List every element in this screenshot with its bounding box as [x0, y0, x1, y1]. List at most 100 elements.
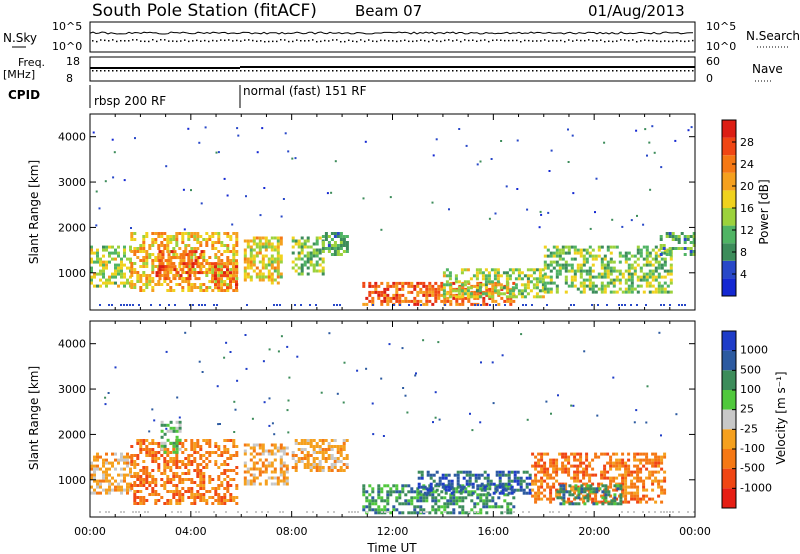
echo-cell: [580, 484, 584, 488]
echo-cell: [591, 263, 595, 267]
echo-cell: [499, 292, 503, 296]
echo-cell: [624, 281, 628, 285]
echo-cell: [585, 272, 589, 276]
echo-cell: [383, 484, 387, 488]
echo-cell: [126, 452, 129, 456]
echo-cell: [526, 274, 530, 278]
echo-cell: [160, 283, 164, 286]
echo-cell: [219, 423, 221, 425]
echo-cell: [645, 284, 649, 288]
echo-cell: [585, 269, 589, 273]
echo-cell: [618, 461, 622, 465]
echo-cell: [148, 451, 152, 454]
echo-cell: [659, 238, 663, 241]
echo-cell: [423, 485, 427, 489]
echo-cell: [232, 256, 236, 259]
echo-cell: [604, 496, 608, 500]
echo-cell: [291, 466, 295, 469]
echo-cell: [597, 485, 601, 489]
echo-cell: [90, 281, 93, 285]
y-tick-label: 4000: [58, 338, 86, 351]
echo-cell: [126, 464, 129, 468]
echo-cell: [268, 348, 271, 351]
echo-cell: [199, 481, 203, 484]
echo-cell: [303, 466, 307, 469]
echo-cell: [190, 235, 194, 238]
echo-cell: [163, 460, 167, 463]
echo-cell: [321, 266, 325, 270]
echo-cell: [208, 262, 212, 265]
echo-cell: [199, 493, 203, 496]
echo-cell: [541, 268, 545, 272]
echo-cell: [339, 244, 343, 247]
noise-tick-left-top: 10^5: [52, 20, 82, 33]
echo-cell: [318, 460, 322, 463]
echo-cell: [309, 442, 313, 445]
echo-cell: [690, 126, 693, 129]
echo-cell: [170, 256, 174, 260]
echo-cell: [633, 421, 636, 424]
echo-cell: [324, 238, 328, 241]
echo-cell: [445, 280, 449, 284]
echo-cell: [612, 245, 616, 249]
echo-cell: [372, 433, 375, 436]
echo-cell: [466, 280, 470, 284]
echo-cell: [151, 451, 155, 454]
echo-cell: [428, 293, 432, 297]
echo-cell: [126, 304, 128, 306]
echo-cell: [606, 488, 610, 492]
echo-cell: [178, 447, 182, 451]
echo-cell: [173, 250, 177, 254]
echo-cell: [136, 478, 140, 481]
echo-cell: [517, 271, 521, 275]
noise-search-point: [412, 40, 414, 43]
echo-cell: [513, 470, 517, 474]
noise-search-point: [260, 40, 262, 42]
echo-cell: [130, 475, 134, 478]
echo-cell: [169, 426, 173, 430]
echo-cell: [615, 278, 619, 282]
echo-cell: [133, 271, 137, 274]
echo-cell: [417, 470, 421, 474]
echo-cell: [526, 277, 530, 281]
echo-cell: [583, 350, 586, 353]
echo-cell: [624, 257, 628, 261]
noise-search-point: [128, 40, 130, 42]
echo-cell: [529, 280, 533, 284]
echo-cell: [387, 511, 389, 513]
echo-cell: [366, 511, 368, 513]
echo-cell: [214, 490, 218, 493]
echo-cell: [609, 476, 613, 480]
echo-cell: [235, 259, 238, 263]
echo-cell: [460, 268, 464, 272]
echo-cell: [576, 266, 580, 270]
echo-cell: [306, 463, 310, 466]
echo-cell: [386, 484, 390, 488]
echo-cell: [627, 458, 631, 462]
echo-cell: [540, 497, 544, 501]
echo-cell: [142, 247, 146, 250]
nave-point: [652, 70, 654, 72]
echo-cell: [651, 473, 655, 477]
echo-cell: [157, 280, 161, 283]
echo-cell: [170, 265, 174, 269]
echo-cell: [354, 511, 356, 513]
echo-cell: [246, 275, 250, 279]
date-label: 01/Aug/2013: [588, 2, 685, 20]
echo-cell: [586, 487, 590, 491]
echo-cell: [465, 479, 469, 483]
echo-cell: [570, 464, 574, 468]
echo-cell: [267, 242, 271, 246]
echo-cell: [663, 479, 667, 483]
noise-search-point: [596, 40, 598, 42]
echo-cell: [190, 481, 194, 484]
echo-cell: [615, 290, 619, 294]
echo-cell: [297, 245, 301, 249]
echo-cell: [609, 464, 613, 468]
echo-cell: [129, 304, 131, 306]
echo-cell: [564, 290, 568, 294]
echo-cell: [606, 266, 610, 270]
echo-cell: [654, 476, 658, 480]
echo-cell: [452, 490, 456, 494]
echo-cell: [603, 287, 607, 291]
